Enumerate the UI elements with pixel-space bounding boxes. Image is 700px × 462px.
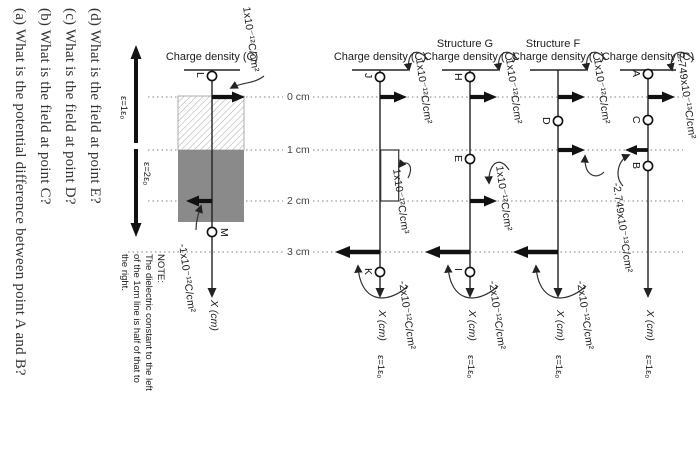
axis-end-arrowheads (207, 288, 653, 298)
volume-charge-rect (380, 149, 400, 202)
point-M-label: M (218, 228, 230, 237)
point-E-label: E (452, 155, 464, 163)
p2-epsilon-label: ε=1ε₀ (375, 355, 386, 379)
point-J-label: J (362, 73, 374, 79)
panel1-header: Charge density (C) (165, 51, 259, 63)
note-line: the right. (119, 254, 130, 291)
annotation-arrows (194, 51, 695, 299)
note-line: The dielectric constant to the left (143, 254, 154, 391)
note-line: of the 1cm line is half of that to (131, 254, 142, 383)
point-I-label: I (452, 268, 464, 271)
p3-epsilon-label: ε=1ε₀ (465, 355, 476, 379)
panel3-header: Charge density (C) (423, 51, 517, 63)
tick-3cm: 3 cm (287, 246, 310, 258)
point-D-label: D (540, 117, 552, 125)
cm-gridlines (128, 96, 683, 253)
point-C-label: C (630, 116, 642, 124)
tick-1cm: 1 cm (287, 144, 310, 156)
dielectric-dark-region (178, 150, 244, 222)
question-c: (c) What is the field at point D? (62, 8, 78, 205)
point-B-label: B (630, 162, 642, 170)
p4-epsilon-label: ε=1ε₀ (553, 355, 564, 379)
note-line: NOTE: (155, 254, 166, 284)
structure-g-title: Structure G (436, 38, 494, 50)
epsilon-measure-arrows (130, 45, 142, 237)
tick-0cm: 0 cm (287, 91, 310, 103)
p5-axis-label: X (cm) (644, 310, 656, 341)
question-a: (a) What is the potential difference bet… (12, 8, 28, 376)
panel2-header: Charge density (C) (333, 51, 427, 63)
p1-axis-label: X (cm) (208, 300, 220, 331)
question-b: (b) What is the field at point C? (37, 8, 53, 205)
dielectric-hatched-region (177, 95, 245, 151)
p5-epsilon-label: ε=1ε₀ (643, 355, 654, 379)
p3-axis-label: X (cm) (466, 310, 478, 341)
p2-axis-label: X (cm) (376, 310, 388, 341)
note-block: NOTE: The dielectric constant to the lef… (118, 254, 166, 391)
tick-2cm: 2 cm (287, 195, 310, 207)
point-markers (206, 68, 654, 278)
p4-axis-label: X (cm) (554, 310, 566, 341)
point-L-label: L (194, 72, 206, 78)
structure-f-title: Structure F (525, 38, 581, 50)
point-K-label: K (362, 268, 374, 276)
surface-charge-arrows (186, 91, 675, 258)
epsilon-top-label: ε=1ε₀ (118, 96, 129, 120)
point-A-label: A (630, 70, 642, 78)
question-d: (d) What is the field at point E? (87, 8, 103, 204)
panel4-header: Charge density (C) (511, 51, 605, 63)
point-H-label: H (452, 73, 464, 81)
epsilon-bottom-label: ε=2ε₀ (141, 162, 152, 186)
panel5-header: Charge density (C) (601, 51, 695, 63)
